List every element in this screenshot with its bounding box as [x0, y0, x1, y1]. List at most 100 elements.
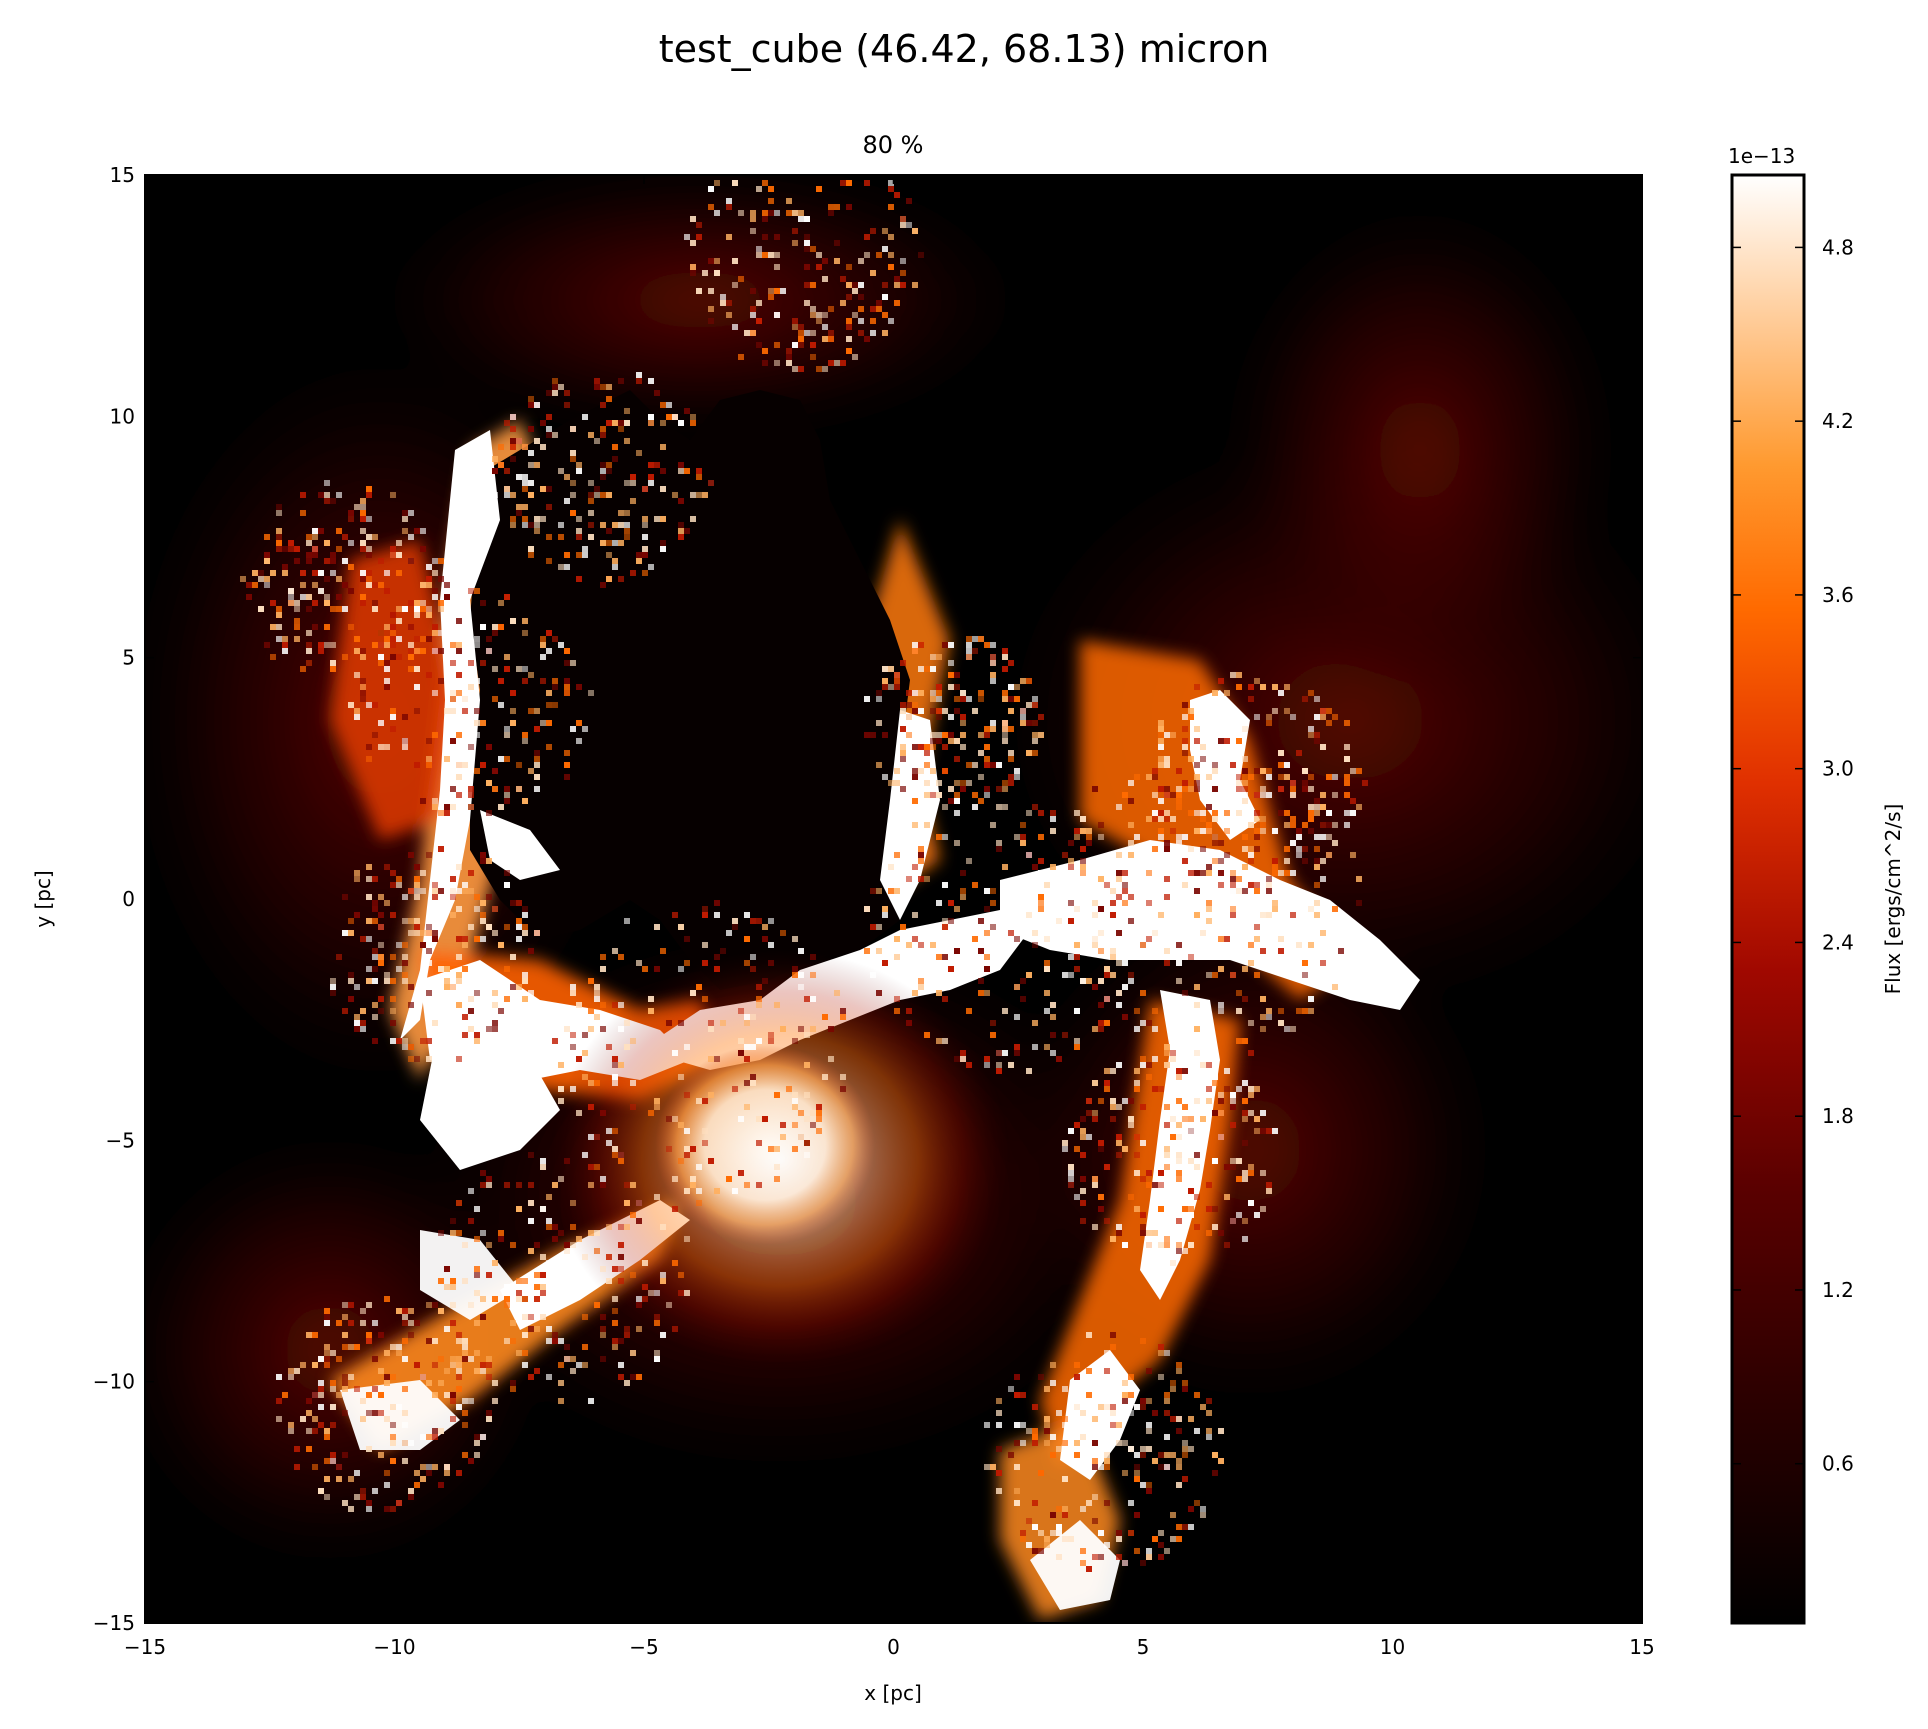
- heatmap-pixel: [564, 678, 570, 684]
- heatmap-pixel: [1332, 906, 1338, 912]
- heatmap-pixel: [420, 1434, 426, 1440]
- heatmap-pixel: [1194, 1098, 1200, 1104]
- heatmap-pixel: [300, 594, 306, 600]
- heatmap-pixel: [684, 1152, 690, 1158]
- heatmap-pixel: [744, 912, 750, 918]
- heatmap-pixel: [594, 492, 600, 498]
- heatmap-pixel: [378, 942, 384, 948]
- heatmap-pixel: [384, 978, 390, 984]
- heatmap-pixel: [516, 438, 522, 444]
- heatmap-pixel: [1254, 888, 1260, 894]
- heatmap-pixel: [540, 642, 546, 648]
- heatmap-pixel: [450, 876, 456, 882]
- heatmap-pixel: [618, 378, 624, 384]
- heatmap-pixel: [756, 246, 762, 252]
- heatmap-pixel: [960, 744, 966, 750]
- heatmap-pixel: [888, 888, 894, 894]
- heatmap-pixel: [564, 1260, 570, 1266]
- heatmap-pixel: [504, 1302, 510, 1308]
- heatmap-pixel: [666, 1116, 672, 1122]
- heatmap-pixel: [522, 1350, 528, 1356]
- heatmap-pixel: [1116, 1530, 1122, 1536]
- heatmap-pixel: [618, 954, 624, 960]
- heatmap-pixel: [630, 1374, 636, 1380]
- heatmap-pixel: [1146, 936, 1152, 942]
- heatmap-pixel: [630, 480, 636, 486]
- heatmap-pixel: [1164, 756, 1170, 762]
- heatmap-pixel: [606, 528, 612, 534]
- heatmap-pixel: [432, 1434, 438, 1440]
- heatmap-pixel: [1176, 1152, 1182, 1158]
- heatmap-pixel: [906, 942, 912, 948]
- heatmap-pixel: [474, 990, 480, 996]
- heatmap-pixel: [1128, 1410, 1134, 1416]
- heatmap-pixel: [834, 204, 840, 210]
- heatmap-pixel: [384, 636, 390, 642]
- heatmap-pixel: [372, 1386, 378, 1392]
- heatmap-pixel: [750, 210, 756, 216]
- heatmap-pixel: [948, 660, 954, 666]
- heatmap-pixel: [948, 918, 954, 924]
- heatmap-pixel: [1134, 1080, 1140, 1086]
- heatmap-pixel: [438, 606, 444, 612]
- heatmap-pixel: [768, 1038, 774, 1044]
- heatmap-pixel: [1242, 1080, 1248, 1086]
- heatmap-pixel: [1254, 714, 1260, 720]
- heatmap-pixel: [1068, 1536, 1074, 1542]
- heatmap-pixel: [444, 1368, 450, 1374]
- heatmap-pixel: [1182, 744, 1188, 750]
- heatmap-pixel: [1074, 888, 1080, 894]
- heatmap-pixel: [780, 930, 786, 936]
- heatmap-pixel: [894, 888, 900, 894]
- heatmap-pixel: [1068, 858, 1074, 864]
- heatmap-pixel: [1302, 846, 1308, 852]
- heatmap-pixel: [1044, 1386, 1050, 1392]
- heatmap-pixel: [1062, 1476, 1068, 1482]
- heatmap-pixel: [996, 1446, 1002, 1452]
- heatmap-pixel: [1014, 936, 1020, 942]
- heatmap-pixel: [738, 1170, 744, 1176]
- heatmap-pixel: [354, 870, 360, 876]
- heatmap-pixel: [504, 654, 510, 660]
- heatmap-pixel: [1206, 1410, 1212, 1416]
- heatmap-pixel: [468, 1008, 474, 1014]
- heatmap-pixel: [1218, 678, 1224, 684]
- heatmap-pixel: [564, 552, 570, 558]
- heatmap-pixel: [1116, 1536, 1122, 1542]
- heatmap-pixel: [858, 294, 864, 300]
- heatmap-pixel: [402, 1320, 408, 1326]
- heatmap-pixel: [1026, 720, 1032, 726]
- heatmap-pixel: [822, 1014, 828, 1020]
- heatmap-pixel: [1152, 774, 1158, 780]
- heatmap-pixel: [738, 210, 744, 216]
- heatmap-pixel: [558, 642, 564, 648]
- heatmap-pixel: [408, 624, 414, 630]
- heatmap-pixel: [414, 684, 420, 690]
- heatmap-pixel: [774, 1164, 780, 1170]
- heatmap-pixel: [408, 1308, 414, 1314]
- heatmap-pixel: [1194, 1428, 1200, 1434]
- heatmap-pixel: [546, 1194, 552, 1200]
- heatmap-pixel: [378, 582, 384, 588]
- heatmap-pixel: [834, 258, 840, 264]
- heatmap-pixel: [1284, 774, 1290, 780]
- heatmap-pixel: [324, 1314, 330, 1320]
- heatmap-pixel: [762, 216, 768, 222]
- heatmap-pixel: [426, 924, 432, 930]
- heatmap-pixel: [678, 528, 684, 534]
- heatmap-pixel: [570, 426, 576, 432]
- heatmap-pixel: [984, 762, 990, 768]
- heatmap-pixel: [1164, 1062, 1170, 1068]
- heatmap-pixel: [870, 924, 876, 930]
- heatmap-pixel: [1014, 684, 1020, 690]
- heatmap-pixel: [330, 1350, 336, 1356]
- heatmap-pixel: [576, 1236, 582, 1242]
- heatmap-pixel: [474, 1440, 480, 1446]
- heatmap-pixel: [1116, 960, 1122, 966]
- heatmap-pixel: [1182, 1476, 1188, 1482]
- heatmap-pixel: [1242, 1176, 1248, 1182]
- heatmap-pixel: [1284, 762, 1290, 768]
- heatmap-pixel: [1164, 1350, 1170, 1356]
- heatmap-pixel: [1032, 1440, 1038, 1446]
- heatmap-pixel: [894, 1008, 900, 1014]
